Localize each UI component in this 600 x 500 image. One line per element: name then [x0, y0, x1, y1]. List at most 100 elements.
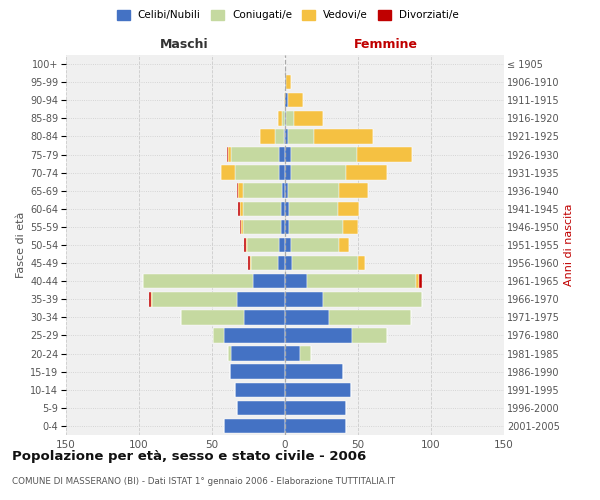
Bar: [285, 274, 307, 288]
Bar: [338, 202, 359, 216]
Bar: [285, 166, 291, 180]
Bar: [228, 148, 231, 162]
Bar: [235, 166, 279, 180]
Bar: [238, 184, 242, 198]
Bar: [352, 328, 387, 342]
Bar: [288, 129, 314, 144]
Text: Maschi: Maschi: [160, 38, 209, 51]
Bar: [285, 111, 286, 126]
Bar: [285, 310, 329, 324]
Bar: [235, 382, 285, 397]
Bar: [285, 75, 286, 90]
Bar: [281, 220, 285, 234]
Bar: [285, 382, 350, 397]
Bar: [291, 166, 346, 180]
Bar: [356, 148, 412, 162]
Bar: [419, 274, 422, 288]
Bar: [279, 238, 285, 252]
Bar: [240, 202, 242, 216]
Bar: [285, 418, 346, 433]
Bar: [285, 364, 343, 379]
Bar: [288, 184, 339, 198]
Bar: [416, 274, 419, 288]
Bar: [248, 256, 250, 270]
Bar: [285, 93, 288, 108]
Y-axis label: Fasce di età: Fasce di età: [16, 212, 26, 278]
Bar: [292, 256, 358, 270]
Bar: [143, 274, 253, 288]
Bar: [346, 166, 387, 180]
Bar: [237, 292, 285, 306]
Bar: [224, 328, 285, 342]
Bar: [250, 256, 251, 270]
Bar: [278, 111, 282, 126]
Bar: [241, 220, 242, 234]
Bar: [224, 418, 285, 433]
Bar: [282, 184, 285, 198]
Bar: [244, 238, 245, 252]
Bar: [247, 238, 279, 252]
Bar: [285, 328, 352, 342]
Bar: [288, 93, 302, 108]
Bar: [240, 220, 241, 234]
Text: COMUNE DI MASSERANO (BI) - Dati ISTAT 1° gennaio 2006 - Elaborazione TUTTITALIA.: COMUNE DI MASSERANO (BI) - Dati ISTAT 1°…: [12, 478, 395, 486]
Bar: [358, 256, 365, 270]
Bar: [237, 400, 285, 415]
Bar: [285, 292, 323, 306]
Bar: [242, 184, 282, 198]
Bar: [231, 346, 285, 361]
Bar: [299, 346, 311, 361]
Bar: [294, 111, 323, 126]
Bar: [291, 238, 339, 252]
Bar: [237, 184, 238, 198]
Bar: [314, 129, 373, 144]
Bar: [260, 129, 275, 144]
Bar: [221, 166, 235, 180]
Bar: [281, 202, 285, 216]
Bar: [228, 346, 231, 361]
Bar: [214, 328, 224, 342]
Bar: [285, 346, 299, 361]
Bar: [289, 202, 338, 216]
Bar: [279, 148, 285, 162]
Bar: [279, 166, 285, 180]
Text: Femmine: Femmine: [354, 38, 418, 51]
Bar: [285, 400, 346, 415]
Bar: [285, 238, 291, 252]
Bar: [329, 310, 410, 324]
Bar: [244, 310, 285, 324]
Bar: [339, 238, 349, 252]
Bar: [284, 93, 285, 108]
Bar: [285, 148, 291, 162]
Bar: [285, 220, 289, 234]
Bar: [242, 220, 281, 234]
Bar: [278, 256, 285, 270]
Bar: [227, 148, 228, 162]
Bar: [343, 220, 358, 234]
Bar: [286, 111, 294, 126]
Y-axis label: Anni di nascita: Anni di nascita: [564, 204, 574, 286]
Bar: [151, 292, 152, 306]
Bar: [285, 256, 292, 270]
Legend: Celibi/Nubili, Coniugati/e, Vedovi/e, Divorziati/e: Celibi/Nubili, Coniugati/e, Vedovi/e, Di…: [113, 6, 463, 25]
Bar: [231, 148, 279, 162]
Bar: [275, 129, 284, 144]
Bar: [284, 129, 285, 144]
Text: Popolazione per età, sesso e stato civile - 2006: Popolazione per età, sesso e stato civil…: [12, 450, 366, 463]
Bar: [230, 364, 285, 379]
Bar: [285, 129, 288, 144]
Bar: [152, 292, 237, 306]
Bar: [181, 310, 244, 324]
Bar: [253, 274, 285, 288]
Bar: [289, 220, 343, 234]
Bar: [251, 256, 278, 270]
Bar: [245, 238, 247, 252]
Bar: [242, 202, 281, 216]
Bar: [339, 184, 368, 198]
Bar: [291, 148, 356, 162]
Bar: [285, 202, 289, 216]
Bar: [282, 111, 285, 126]
Bar: [238, 202, 240, 216]
Bar: [285, 184, 288, 198]
Bar: [286, 75, 291, 90]
